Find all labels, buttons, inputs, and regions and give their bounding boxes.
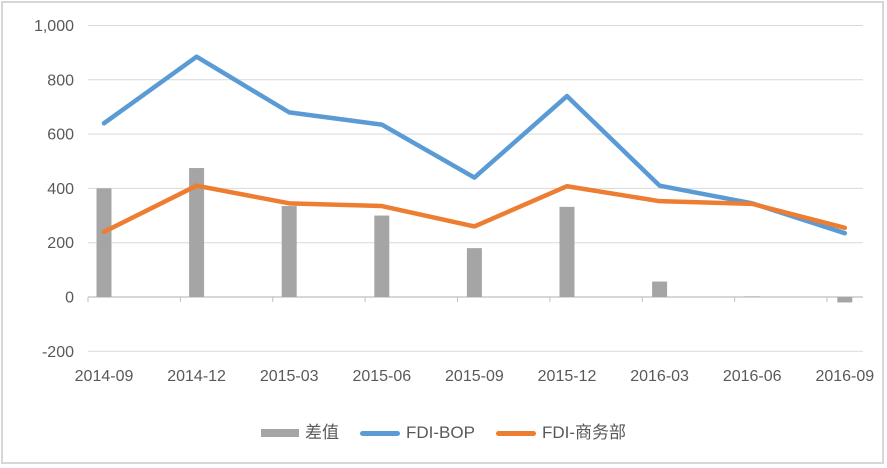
line-series-1 bbox=[101, 183, 848, 235]
bar-swatch-icon bbox=[261, 429, 299, 437]
x-axis-label: 2015-06 bbox=[352, 368, 411, 385]
x-axis-label: 2016-09 bbox=[815, 368, 874, 385]
bar-series-segment bbox=[96, 188, 112, 297]
x-axis-label: 2015-09 bbox=[445, 368, 504, 385]
y-axis-label: 200 bbox=[47, 235, 74, 252]
y-axis-label: 600 bbox=[47, 127, 74, 144]
bar-series-segment bbox=[652, 281, 668, 297]
x-axis-label: 2014-09 bbox=[75, 368, 134, 385]
legend-label-fdi-mofcom: FDI-商务部 bbox=[541, 423, 626, 442]
legend-item-diff: 差值 bbox=[261, 423, 339, 443]
x-axis-label: 2015-12 bbox=[538, 368, 597, 385]
y-axis-label: -200 bbox=[42, 344, 74, 361]
bar-series-segment bbox=[281, 206, 297, 297]
bar-series-segment bbox=[374, 215, 390, 297]
legend-label-fdi-bop: FDI-BOP bbox=[406, 423, 475, 442]
line-swatch-icon-blue bbox=[360, 430, 400, 436]
legend-item-fdi-bop: FDI-BOP bbox=[360, 423, 475, 443]
bar-series-segment bbox=[559, 206, 575, 297]
line-series-0 bbox=[101, 54, 848, 236]
bar-series-segment bbox=[466, 248, 482, 297]
bar-series-segment bbox=[744, 296, 760, 297]
bar-series-segment bbox=[837, 297, 853, 303]
x-axis-label: 2016-03 bbox=[630, 368, 689, 385]
legend-label-diff: 差值 bbox=[305, 423, 339, 442]
y-axis-label: 400 bbox=[47, 181, 74, 198]
y-axis-label: 1,000 bbox=[34, 18, 74, 35]
legend-item-fdi-mofcom: FDI-商务部 bbox=[495, 423, 626, 443]
x-axis-label: 2014-12 bbox=[167, 368, 226, 385]
bar-series-segment bbox=[189, 168, 205, 297]
legend: 差值 FDI-BOP FDI-商务部 bbox=[0, 423, 887, 443]
x-axis-label: 2016-06 bbox=[723, 368, 782, 385]
line-swatch-icon-orange bbox=[495, 430, 536, 436]
y-axis-label: 800 bbox=[47, 72, 74, 89]
y-axis-label: 0 bbox=[65, 290, 74, 307]
x-axis-label: 2015-03 bbox=[260, 368, 319, 385]
